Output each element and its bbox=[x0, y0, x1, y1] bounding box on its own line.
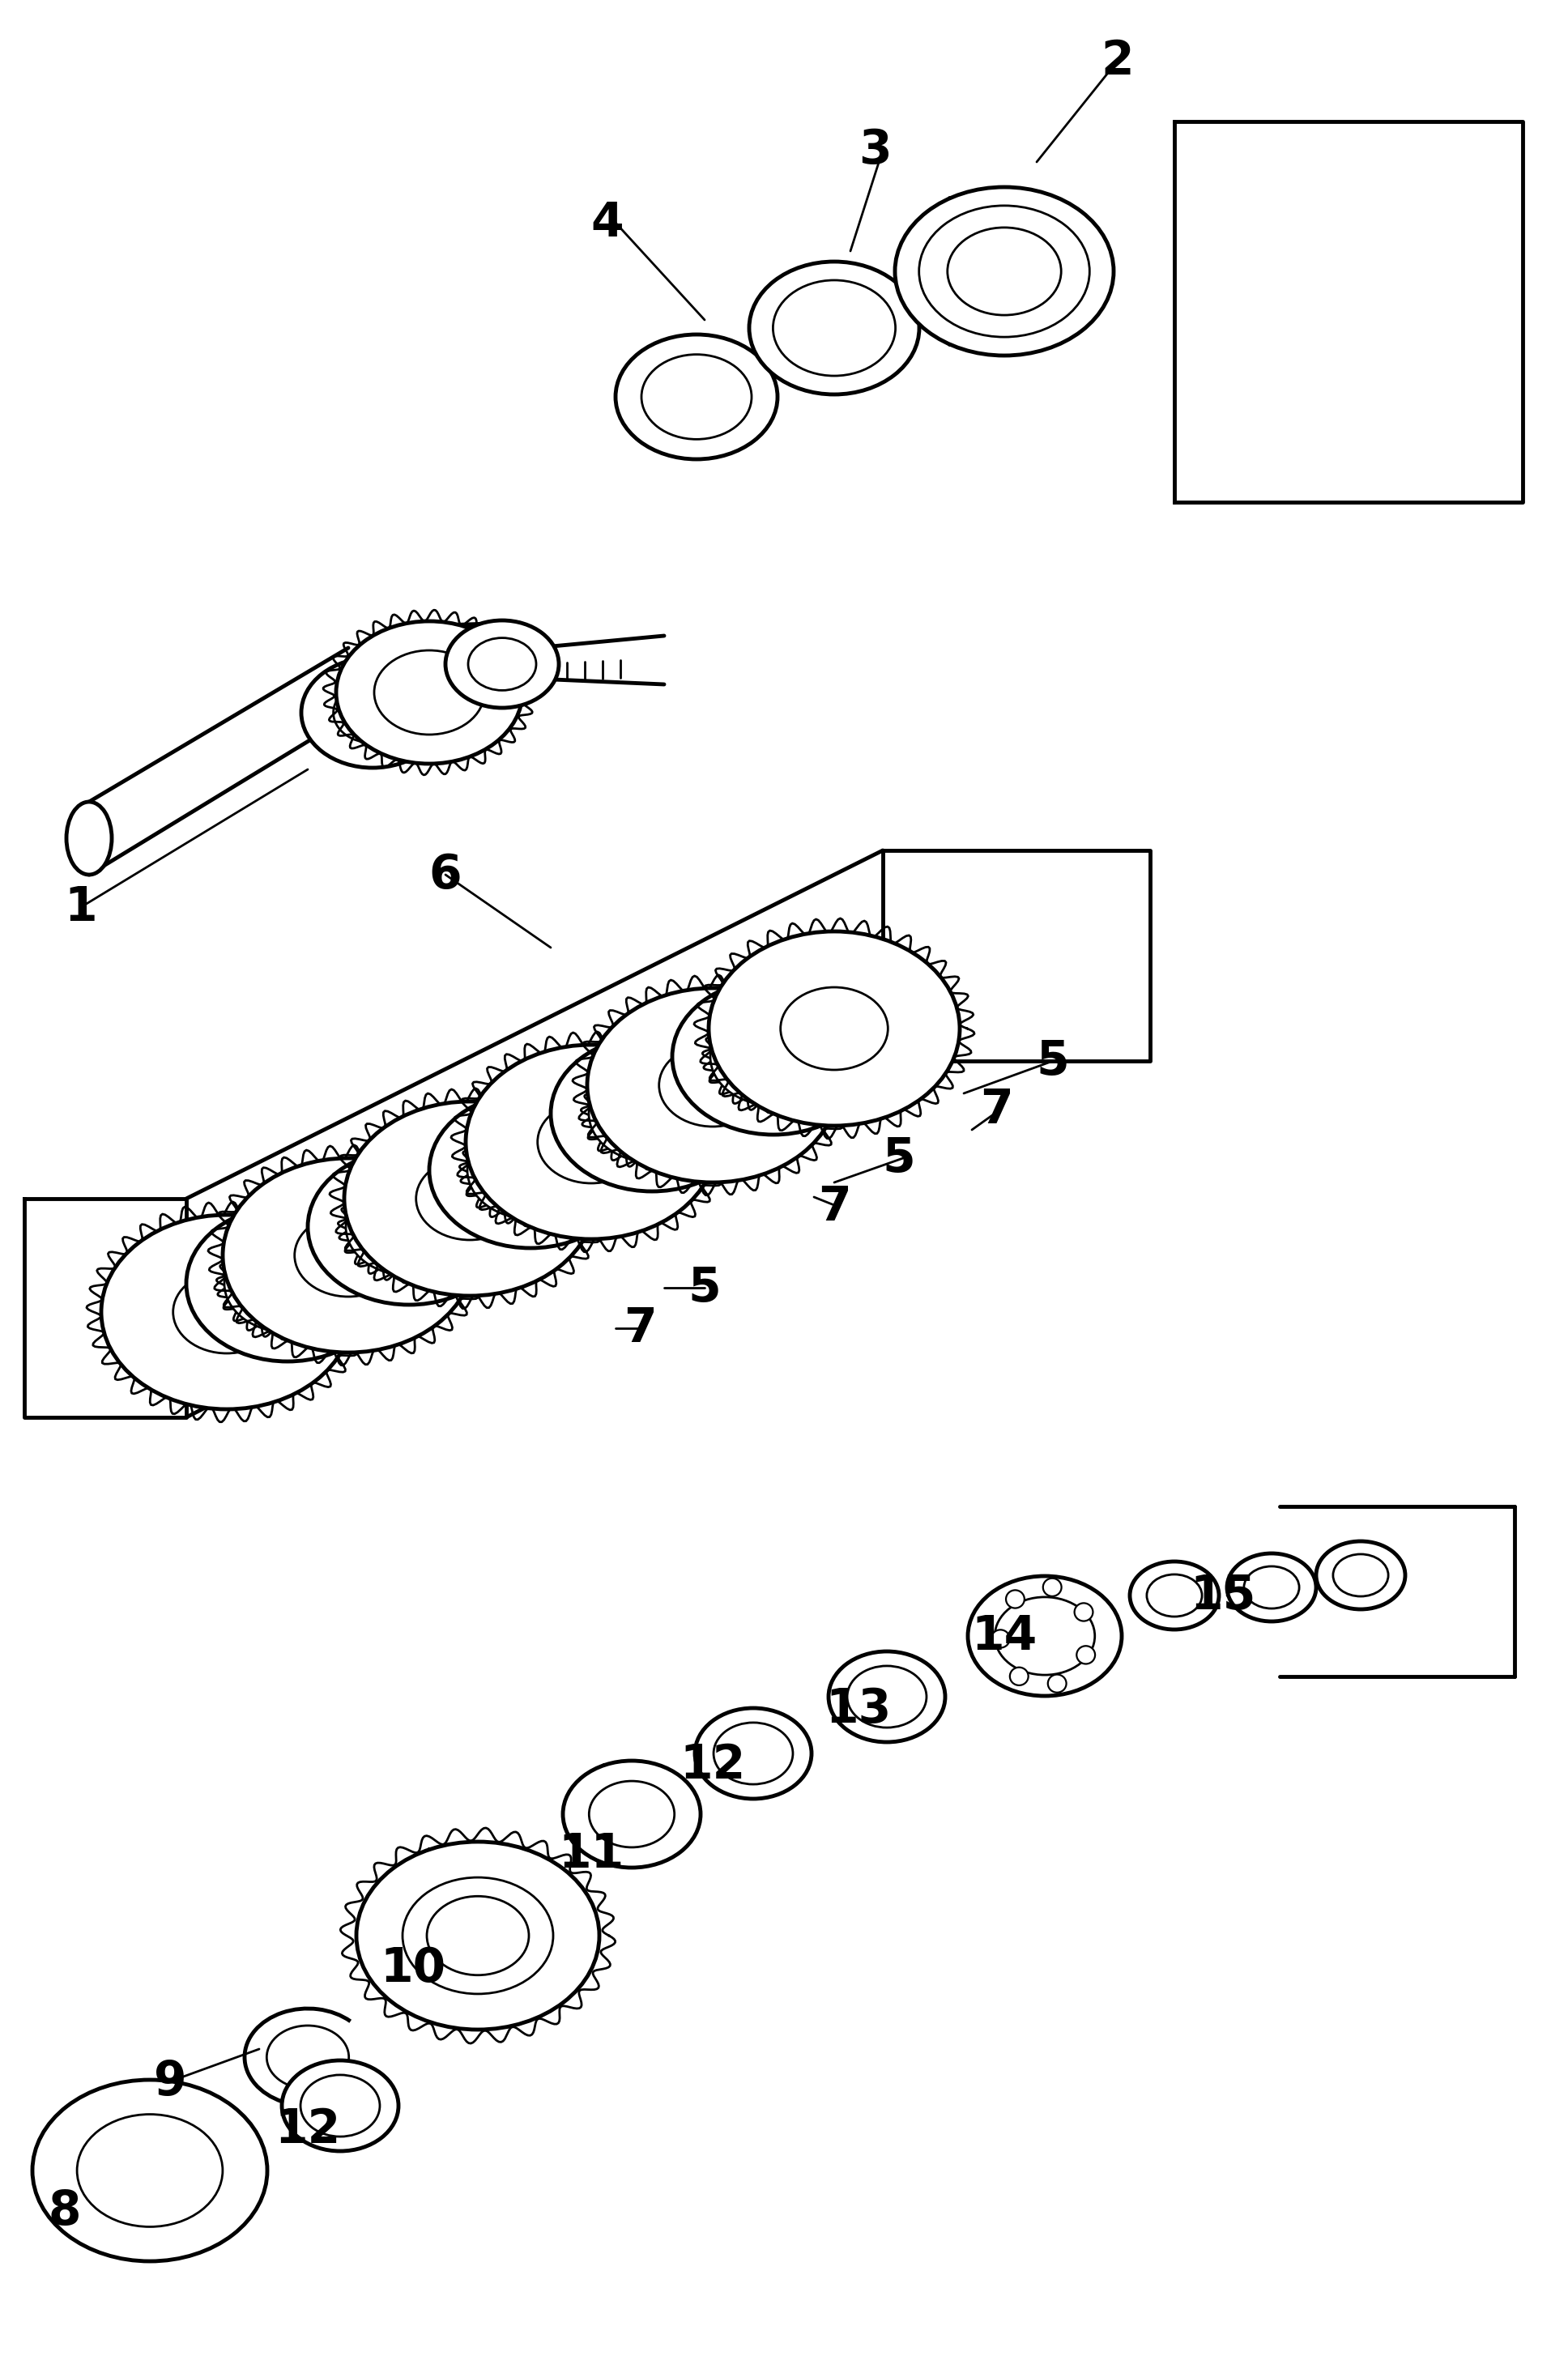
Text: 7: 7 bbox=[624, 1305, 657, 1352]
Ellipse shape bbox=[895, 186, 1113, 356]
Text: 5: 5 bbox=[1036, 1039, 1069, 1084]
Ellipse shape bbox=[967, 1576, 1121, 1696]
Text: 11: 11 bbox=[558, 1831, 624, 1878]
Ellipse shape bbox=[1043, 1579, 1062, 1597]
Text: 6: 6 bbox=[430, 851, 463, 898]
Text: 3: 3 bbox=[858, 127, 891, 172]
Ellipse shape bbox=[1131, 1562, 1218, 1630]
Ellipse shape bbox=[430, 1093, 632, 1249]
Text: 2: 2 bbox=[1101, 38, 1134, 85]
Text: 7: 7 bbox=[818, 1183, 851, 1230]
Ellipse shape bbox=[356, 1842, 599, 2029]
Text: 5: 5 bbox=[883, 1136, 916, 1180]
Ellipse shape bbox=[773, 280, 895, 377]
Text: 15: 15 bbox=[1190, 1571, 1256, 1619]
Ellipse shape bbox=[1047, 1675, 1066, 1692]
Ellipse shape bbox=[469, 638, 536, 690]
Ellipse shape bbox=[750, 262, 919, 393]
Ellipse shape bbox=[1077, 1647, 1094, 1663]
Text: 13: 13 bbox=[826, 1687, 892, 1732]
Ellipse shape bbox=[33, 2080, 267, 2262]
Ellipse shape bbox=[187, 1206, 389, 1362]
Text: 7: 7 bbox=[980, 1086, 1013, 1133]
Ellipse shape bbox=[467, 1121, 594, 1218]
Ellipse shape bbox=[590, 1065, 715, 1162]
Ellipse shape bbox=[550, 1037, 753, 1192]
Ellipse shape bbox=[267, 2026, 348, 2090]
Ellipse shape bbox=[991, 1630, 1010, 1647]
Ellipse shape bbox=[403, 1878, 554, 1993]
Ellipse shape bbox=[947, 229, 1062, 316]
Ellipse shape bbox=[847, 1666, 927, 1727]
Ellipse shape bbox=[301, 2076, 379, 2137]
Ellipse shape bbox=[641, 353, 751, 438]
Ellipse shape bbox=[336, 622, 522, 763]
Text: 1: 1 bbox=[64, 884, 97, 931]
Ellipse shape bbox=[563, 1760, 701, 1868]
Text: 8: 8 bbox=[49, 2189, 82, 2233]
Ellipse shape bbox=[1316, 1541, 1405, 1609]
Ellipse shape bbox=[223, 1159, 474, 1352]
Ellipse shape bbox=[710, 1008, 837, 1105]
Ellipse shape bbox=[426, 1897, 528, 1974]
Ellipse shape bbox=[1228, 1553, 1316, 1621]
Ellipse shape bbox=[1010, 1668, 1029, 1685]
Ellipse shape bbox=[307, 1150, 510, 1305]
Ellipse shape bbox=[345, 1103, 596, 1296]
Ellipse shape bbox=[538, 1100, 644, 1183]
Ellipse shape bbox=[347, 1178, 472, 1275]
Ellipse shape bbox=[659, 1044, 767, 1126]
Ellipse shape bbox=[590, 1781, 674, 1847]
Ellipse shape bbox=[416, 1157, 524, 1239]
Ellipse shape bbox=[586, 987, 839, 1183]
Ellipse shape bbox=[301, 657, 444, 768]
Text: 12: 12 bbox=[681, 1743, 746, 1788]
Ellipse shape bbox=[1007, 1590, 1024, 1609]
Ellipse shape bbox=[919, 205, 1090, 337]
Ellipse shape bbox=[172, 1270, 281, 1352]
Ellipse shape bbox=[1146, 1574, 1203, 1616]
Ellipse shape bbox=[282, 2062, 398, 2151]
Ellipse shape bbox=[375, 650, 485, 735]
Ellipse shape bbox=[713, 1722, 793, 1783]
Ellipse shape bbox=[1333, 1555, 1388, 1597]
Ellipse shape bbox=[616, 335, 778, 459]
Text: 4: 4 bbox=[591, 200, 624, 245]
Ellipse shape bbox=[994, 1597, 1094, 1675]
Ellipse shape bbox=[709, 931, 960, 1126]
Text: 5: 5 bbox=[688, 1265, 721, 1310]
Ellipse shape bbox=[445, 620, 558, 707]
Ellipse shape bbox=[295, 1213, 401, 1296]
Ellipse shape bbox=[1243, 1567, 1300, 1609]
Text: 10: 10 bbox=[379, 1946, 445, 1991]
Ellipse shape bbox=[334, 683, 412, 742]
Ellipse shape bbox=[673, 980, 875, 1136]
Ellipse shape bbox=[224, 1235, 351, 1331]
Ellipse shape bbox=[77, 2113, 223, 2226]
Ellipse shape bbox=[695, 1708, 812, 1798]
Ellipse shape bbox=[828, 1652, 946, 1741]
Text: 9: 9 bbox=[154, 2059, 187, 2104]
Ellipse shape bbox=[781, 987, 887, 1070]
Ellipse shape bbox=[102, 1216, 353, 1409]
Ellipse shape bbox=[1074, 1602, 1093, 1621]
Text: 14: 14 bbox=[972, 1614, 1036, 1659]
Text: 12: 12 bbox=[274, 2106, 340, 2153]
Ellipse shape bbox=[66, 801, 111, 874]
Ellipse shape bbox=[466, 1044, 717, 1239]
